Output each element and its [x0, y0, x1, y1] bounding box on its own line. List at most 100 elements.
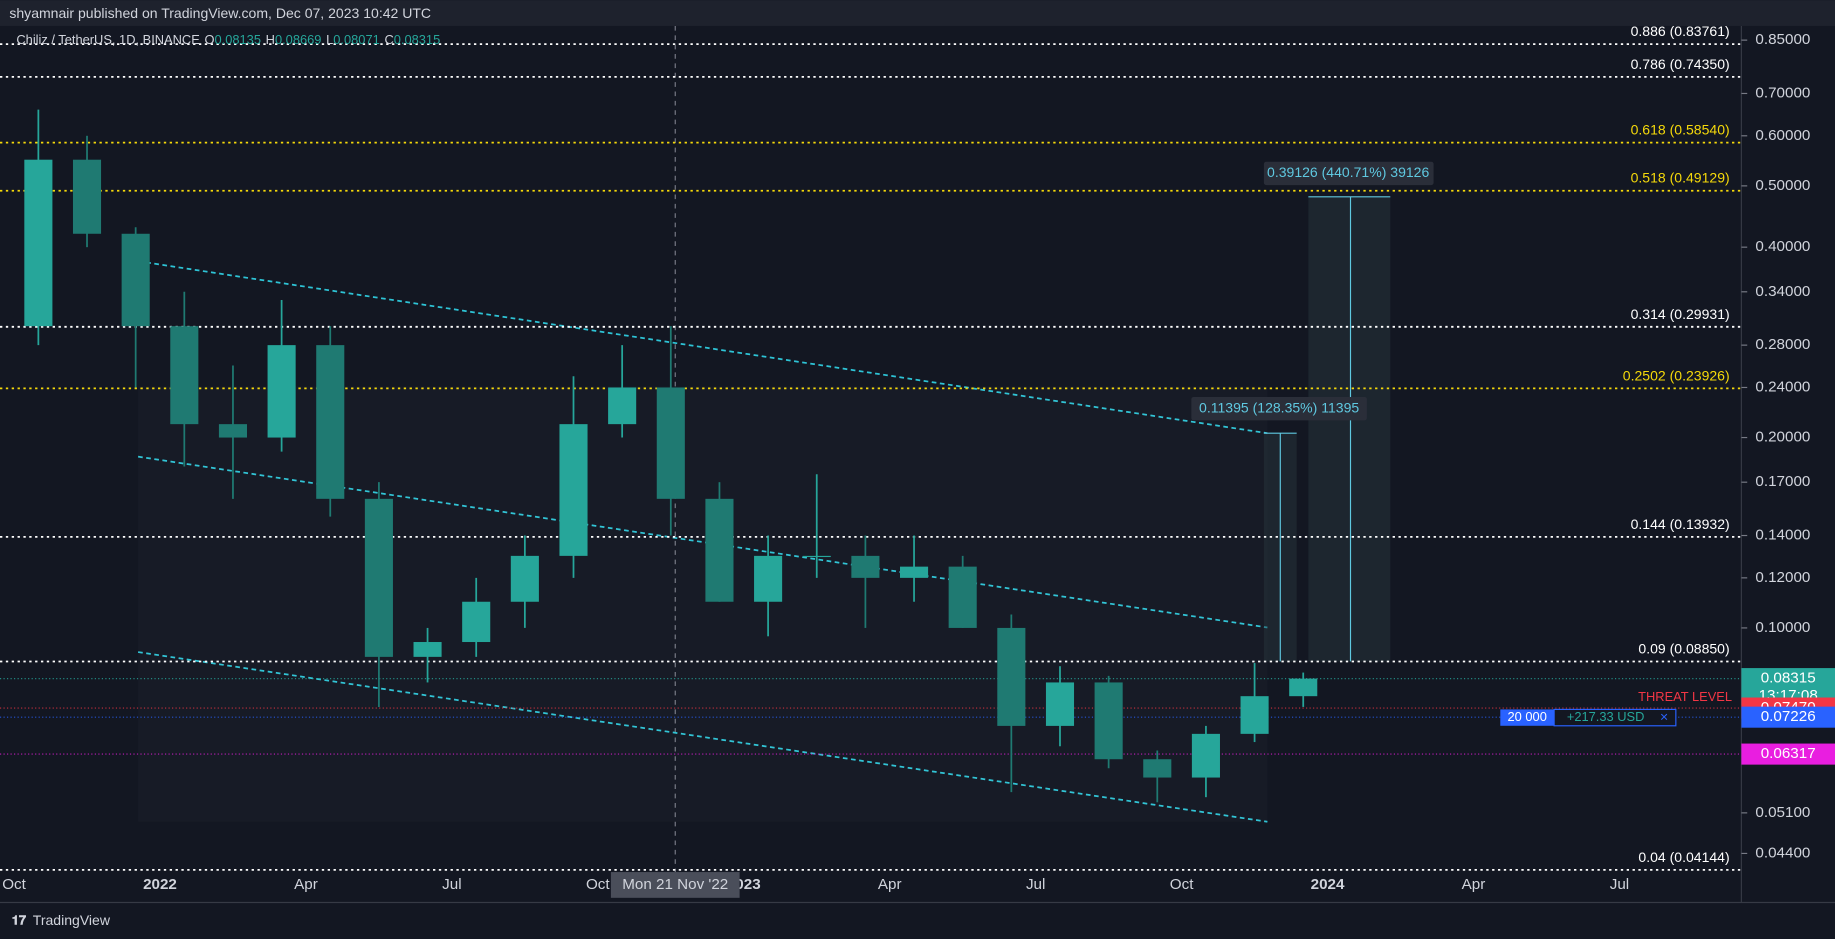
footer-bar [0, 903, 1835, 939]
crosshair-label-box [610, 872, 740, 898]
y-tick-label: 0.17000 [1755, 473, 1810, 490]
candle-body [754, 555, 783, 602]
candle-body [705, 498, 734, 602]
fib-label: 0.618 (0.58540) [1631, 122, 1730, 138]
y-tick-label: 0.28000 [1755, 336, 1810, 353]
candle-body [462, 601, 491, 643]
candle-body [364, 498, 393, 657]
candle-body [1191, 733, 1220, 778]
x-tick-label: Apr [294, 876, 318, 893]
candle-body [899, 566, 929, 578]
candle-body [1094, 682, 1123, 760]
fib-label: 0.314 (0.29931) [1631, 306, 1730, 322]
measure-label-box [1191, 396, 1367, 421]
candle-body [510, 555, 539, 602]
candle-body [1240, 696, 1269, 734]
price-label-box [1741, 743, 1835, 765]
measure-box [1308, 196, 1391, 662]
y-tick-label: 0.34000 [1755, 283, 1810, 300]
position-qty-box[interactable] [1500, 709, 1555, 726]
candle-body [851, 555, 880, 578]
measure-label: 0.11395 (128.35%) 11395 [1199, 399, 1359, 415]
y-tick-label: 0.20000 [1755, 429, 1810, 446]
y-tick-label: 0.50000 [1755, 177, 1810, 194]
ohlc-key: C [384, 33, 393, 48]
fib-label: 0.09 (0.08850) [1638, 640, 1729, 656]
ohlc-value: 0.08135 [215, 33, 261, 48]
x-tick-label: Oct [1170, 876, 1194, 893]
x-tick-label: 2022 [143, 876, 177, 893]
candle-body [802, 555, 831, 558]
y-tick-label: 0.10000 [1755, 619, 1810, 636]
candle-body [72, 159, 102, 234]
candle-body [1289, 678, 1318, 697]
y-tick-label: 0.14000 [1755, 527, 1810, 544]
candle-body [218, 424, 248, 438]
x-tick-label: Apr [1462, 876, 1486, 893]
x-tick-label: 2024 [1311, 876, 1345, 893]
price-label: 0.06317 [1761, 745, 1816, 762]
fib-label: 0.04 (0.04144) [1638, 849, 1729, 865]
threat-label: THREAT LEVEL [1638, 689, 1732, 704]
y-tick-label: 0.60000 [1755, 127, 1810, 144]
x-tick-label: Jul [1026, 876, 1045, 893]
y-tick-label: 0.04400 [1755, 844, 1810, 861]
candle-body [559, 424, 588, 556]
fib-label: 0.2502 (0.23926) [1623, 367, 1730, 383]
channel-upper [137, 260, 1268, 435]
x-tick-label: Jul [442, 876, 461, 893]
ohlc-key: O [204, 33, 214, 48]
channel-lower [137, 651, 1268, 823]
position-pnl: +217.33 USD [1567, 709, 1645, 724]
candle-body [267, 345, 296, 438]
ohlc-value: 0.08315 [394, 33, 440, 48]
y-tick-label: 0.24000 [1755, 378, 1810, 395]
ohlc-value: 0.08669 [275, 33, 321, 48]
header: shyamnair published on TradingView.com, … [9, 5, 431, 21]
fib-label: 0.144 (0.13932) [1631, 516, 1730, 532]
price-label: 0.08315 [1761, 670, 1816, 687]
candle-body [1143, 759, 1172, 778]
candle-body [413, 642, 442, 657]
measure-label-box [1263, 161, 1434, 186]
candle-body [1045, 682, 1075, 726]
x-tick-label: Jul [1610, 876, 1629, 893]
x-tick-label: Oct [586, 876, 610, 893]
y-tick-label: 0.70000 [1755, 84, 1810, 101]
fib-label: 0.786 (0.74350) [1631, 56, 1730, 72]
measure-label: 0.39126 (440.71%) 39126 [1267, 164, 1429, 180]
candle-body [24, 159, 53, 327]
candle-body [316, 345, 345, 499]
y-tick-label: 0.85000 [1755, 31, 1810, 48]
x-tick-label: Oct [2, 876, 26, 893]
position-qty: 20 000 [1508, 709, 1547, 724]
ohlc-key: L [326, 33, 333, 48]
y-tick-label: 0.40000 [1755, 238, 1810, 255]
y-tick-label: 0.12000 [1755, 569, 1810, 586]
x-tick-label: Apr [878, 876, 902, 893]
fib-label: 0.518 (0.49129) [1631, 170, 1730, 186]
ohlc-value: 0.08071 [333, 33, 379, 48]
symbol: Chiliz / TetherUS, 1D, BINANCE O0.08135 H0… [16, 33, 440, 48]
candle-body [948, 566, 977, 628]
symbol-title: Chiliz / TetherUS, 1D, BINANCE [16, 33, 200, 48]
footer: TradingView [33, 912, 111, 928]
candle-body [656, 387, 685, 499]
candle-body [608, 387, 637, 425]
position-pnl-box [1553, 708, 1677, 727]
candle-body [121, 233, 150, 327]
plot: 0.85000 0.70000 0.60000 0.50000 0.40000 0.340… [0, 23, 1835, 893]
y-tick-label: 0.05100 [1755, 804, 1810, 821]
crosshair-label: Mon 21 Nov '22 [622, 876, 728, 893]
ohlc-key: H [266, 33, 275, 48]
candle-body [997, 627, 1026, 726]
position-close[interactable]: × [1660, 708, 1668, 724]
candle-body [170, 326, 199, 425]
price-label-box [1741, 706, 1835, 728]
footer-logo: 𝟏𝟕 [12, 913, 27, 928]
ohlc: O0.08135 H0.08669 L0.08071 C0.08315 [204, 33, 440, 48]
header-bar [0, 0, 1835, 26]
